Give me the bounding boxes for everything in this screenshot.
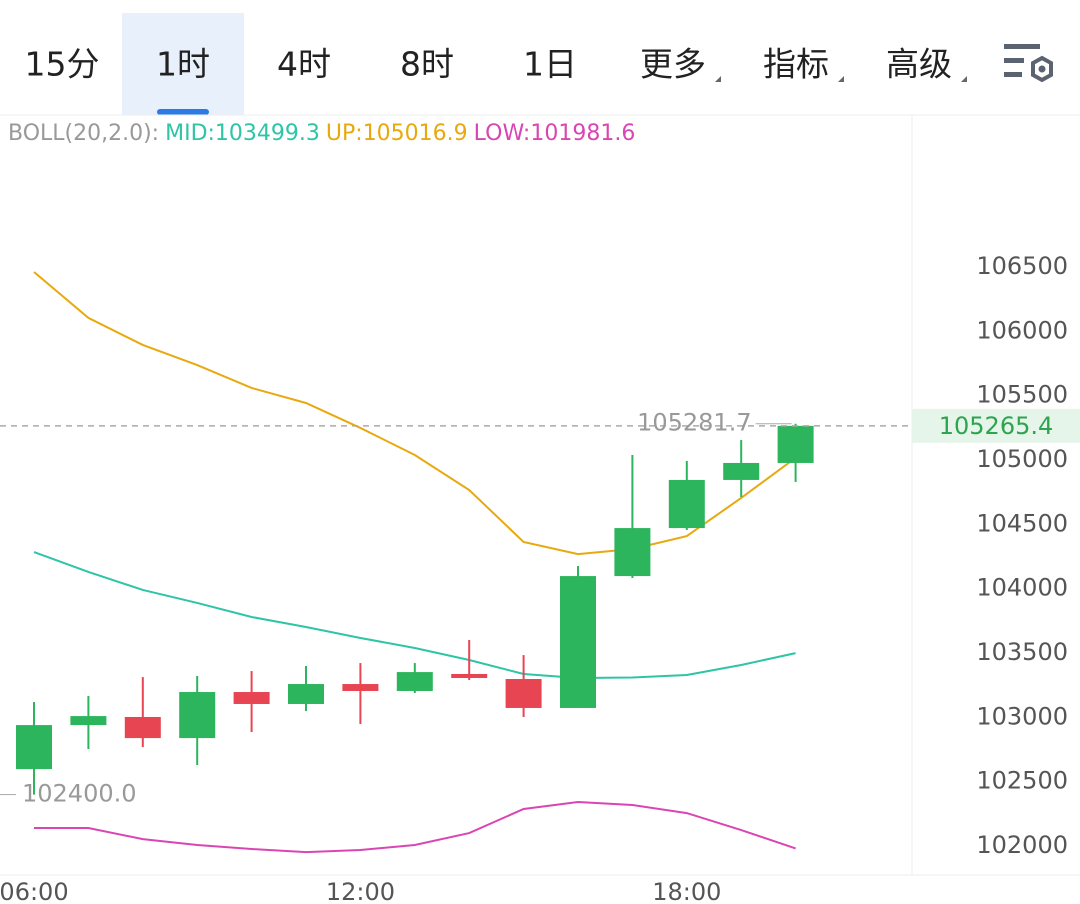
tab[interactable]: 指标	[763, 45, 829, 84]
legend-value: 101981.6	[530, 121, 635, 146]
settings-icon[interactable]	[1004, 44, 1053, 83]
legend-value: 105016.9	[363, 121, 468, 146]
icon-bar	[1004, 44, 1040, 49]
high-marker-label: 105281.7	[637, 409, 752, 437]
tab-bar: 15分 1时 4时 8时 1日 更多 指标 高级	[25, 13, 967, 115]
candle-body	[560, 576, 596, 708]
x-tick-label: 12:00	[326, 878, 395, 904]
tab[interactable]: 高级	[886, 45, 952, 84]
dropdown-arrow	[961, 76, 967, 82]
candle-body	[505, 679, 542, 708]
icon-hex	[1031, 55, 1053, 83]
x-tick-label: 06:00	[0, 878, 69, 904]
indicator-label: BOLL(20,2.0):	[8, 121, 159, 146]
candle-body	[233, 692, 270, 704]
tab-underline	[157, 109, 209, 115]
candle-body	[451, 673, 488, 678]
tab[interactable]: 8时	[400, 45, 454, 84]
y-tick-label: 103500	[976, 638, 1068, 666]
legend: BOLL(20,2.0): MID:103499.3 UP:105016.9 LOW:…	[8, 121, 635, 146]
legend-name: LOW:	[474, 121, 531, 146]
boll-line	[33, 271, 797, 556]
boll-line	[34, 801, 796, 854]
candle-body	[777, 425, 814, 463]
y-tick-label: 105000	[976, 445, 1068, 473]
tab[interactable]: 4时	[277, 45, 331, 84]
candle-body	[723, 462, 760, 480]
tab[interactable]: 1时	[156, 45, 210, 84]
candle-body	[342, 684, 379, 691]
y-tick-label: 102500	[976, 767, 1068, 795]
y-tick-label: 102000	[976, 831, 1068, 859]
legend-value: 103499.3	[215, 121, 320, 146]
dropdown-arrow	[715, 76, 721, 82]
tab-active-bg	[122, 13, 244, 115]
x-tick-label: 18:00	[652, 878, 721, 904]
plot: 102000 102500 103000 103500 104000 104500 1050…	[0, 252, 1080, 904]
y-tick-label: 104000	[976, 574, 1068, 602]
candle-body	[179, 692, 216, 739]
legend-name: UP:	[326, 121, 363, 146]
candle-body	[614, 528, 651, 577]
y-tick-label: 103000	[976, 702, 1068, 730]
candle-body	[288, 684, 324, 704]
tab[interactable]: 15分	[25, 45, 100, 84]
icon-bar	[1004, 58, 1024, 63]
y-tick-label: 106000	[976, 316, 1068, 344]
current-price-box	[912, 408, 1080, 443]
icon-bar	[1004, 72, 1022, 77]
dropdown-arrow	[838, 76, 844, 82]
candle-body	[70, 716, 107, 726]
y-tick-label: 106500	[976, 252, 1068, 280]
y-tick-label: 105500	[976, 381, 1068, 409]
current-price-label: 105265.4	[939, 412, 1054, 440]
boll-line	[33, 551, 796, 679]
candle-body	[124, 716, 161, 739]
icon-dot	[1038, 65, 1046, 73]
low-marker-label: 102400.0	[22, 780, 137, 808]
tab[interactable]: 1日	[523, 45, 577, 84]
candle-body	[396, 672, 433, 691]
candle-body	[16, 725, 52, 770]
candle-body	[668, 479, 705, 529]
y-tick-label: 104500	[976, 509, 1068, 537]
tab[interactable]: 更多	[640, 45, 706, 84]
legend-name: MID:	[165, 121, 215, 146]
